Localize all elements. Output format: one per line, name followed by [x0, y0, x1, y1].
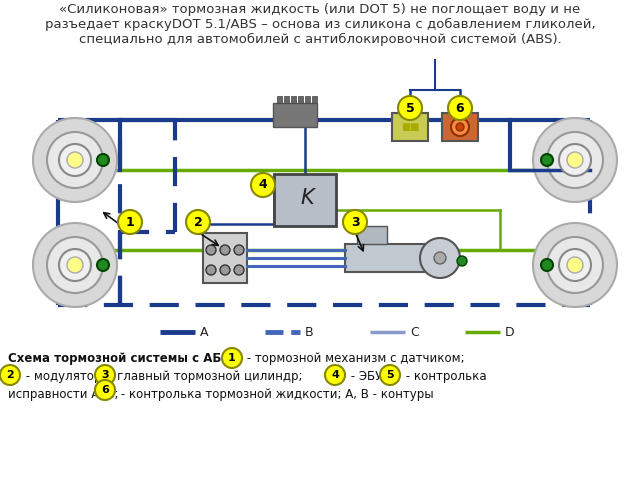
Circle shape [33, 223, 117, 307]
Circle shape [533, 118, 617, 202]
Circle shape [220, 265, 230, 275]
Circle shape [220, 245, 230, 255]
Bar [442, 113, 478, 141]
Circle shape [448, 96, 472, 120]
Text: 2: 2 [194, 216, 202, 228]
Bar [274, 174, 336, 226]
Text: ■■: ■■ [401, 122, 419, 132]
Circle shape [0, 365, 20, 385]
Bar [305, 96, 310, 103]
Circle shape [206, 265, 216, 275]
Text: - контролька тормозной жидкости; А, В - контуры: - контролька тормозной жидкости; А, В - … [117, 388, 434, 401]
Circle shape [97, 154, 109, 166]
Bar [357, 226, 387, 244]
Circle shape [118, 210, 142, 234]
Circle shape [95, 365, 115, 385]
Bar [284, 96, 289, 103]
Text: - контролька: - контролька [402, 370, 486, 383]
Text: - тормозной механизм с датчиком;: - тормозной механизм с датчиком; [243, 352, 465, 365]
Text: 1: 1 [125, 216, 134, 228]
Circle shape [186, 210, 210, 234]
Circle shape [97, 259, 109, 271]
Circle shape [420, 238, 460, 278]
Circle shape [547, 132, 603, 188]
Text: 6: 6 [456, 101, 464, 115]
Circle shape [67, 152, 83, 168]
Circle shape [47, 132, 103, 188]
Circle shape [559, 249, 591, 281]
Text: 5: 5 [406, 101, 414, 115]
Circle shape [59, 249, 91, 281]
Bar [312, 96, 317, 103]
Circle shape [541, 259, 553, 271]
Circle shape [567, 257, 583, 273]
Bar [273, 103, 317, 127]
Circle shape [234, 265, 244, 275]
Bar [298, 96, 303, 103]
Text: 4: 4 [331, 370, 339, 380]
Bar [203, 233, 247, 283]
Text: 3: 3 [101, 370, 109, 380]
Text: 1: 1 [228, 353, 236, 363]
Circle shape [95, 380, 115, 400]
Circle shape [451, 118, 469, 136]
Text: A: A [200, 325, 209, 338]
Text: «Силиконовая» тормозная жидкость (или DOT 5) не поглощает воду и не
разъедает кр: «Силиконовая» тормозная жидкость (или DO… [45, 3, 595, 46]
Text: Схема тормозной системы с АБС:: Схема тормозной системы с АБС: [8, 352, 235, 365]
Circle shape [222, 348, 242, 368]
Text: B: B [305, 325, 314, 338]
Text: C: C [410, 325, 419, 338]
Circle shape [251, 173, 275, 197]
Text: 4: 4 [259, 179, 268, 192]
Circle shape [456, 123, 464, 131]
Circle shape [567, 152, 583, 168]
Circle shape [206, 245, 216, 255]
Circle shape [67, 257, 83, 273]
Bar [291, 96, 296, 103]
Text: главный тормозной цилиндр;: главный тормозной цилиндр; [117, 370, 303, 383]
Bar [392, 113, 428, 141]
Circle shape [325, 365, 345, 385]
Text: K: K [300, 188, 314, 208]
Text: - ЭБУ;: - ЭБУ; [347, 370, 387, 383]
Circle shape [559, 144, 591, 176]
Circle shape [457, 256, 467, 266]
Text: D: D [505, 325, 515, 338]
Circle shape [33, 118, 117, 202]
Circle shape [234, 245, 244, 255]
Circle shape [547, 237, 603, 293]
Circle shape [541, 154, 553, 166]
Circle shape [47, 237, 103, 293]
Bar [345, 244, 425, 272]
Text: исправности ABS;: исправности ABS; [8, 388, 118, 401]
Circle shape [434, 252, 446, 264]
Text: 5: 5 [386, 370, 394, 380]
Bar [277, 96, 282, 103]
Circle shape [380, 365, 400, 385]
Circle shape [398, 96, 422, 120]
Text: - модулятор;: - модулятор; [22, 370, 106, 383]
Circle shape [59, 144, 91, 176]
Text: 2: 2 [6, 370, 14, 380]
Circle shape [343, 210, 367, 234]
Circle shape [533, 223, 617, 307]
Text: 3: 3 [351, 216, 359, 228]
Text: 6: 6 [101, 385, 109, 395]
